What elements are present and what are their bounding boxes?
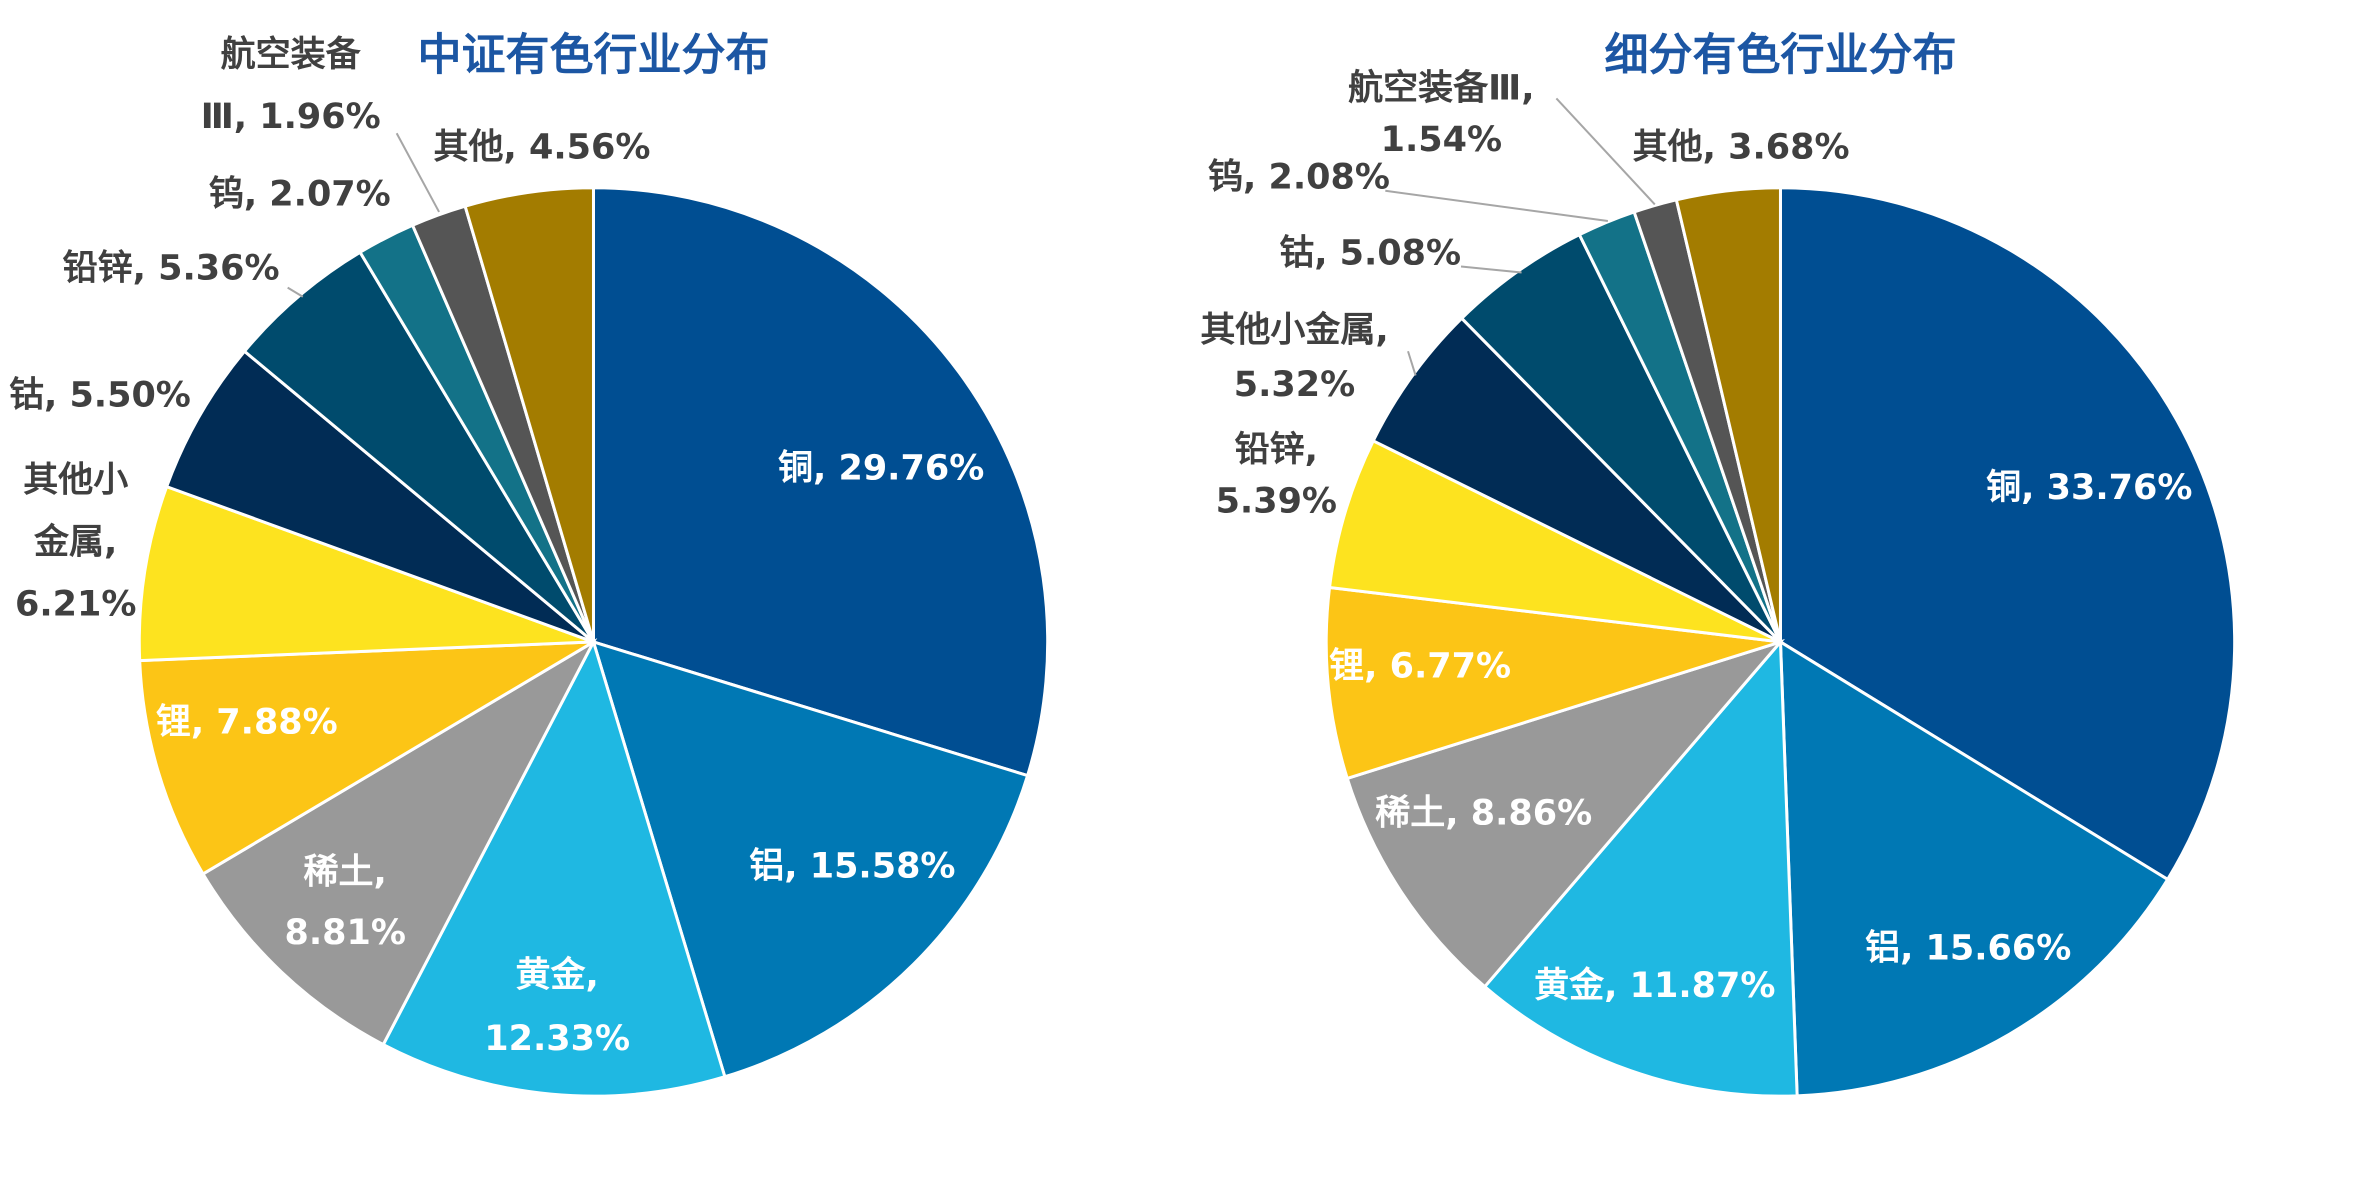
pie-slice <box>1778 186 2237 882</box>
data-label: 其他, 3.68% <box>1633 127 1850 167</box>
data-label: 锂, 7.88% <box>156 703 338 743</box>
leader-line <box>1407 350 1417 376</box>
data-label: 8.81% <box>284 913 405 953</box>
data-label: 铝, 15.66% <box>1865 928 2071 968</box>
data-label: 铅锌, <box>1235 430 1318 470</box>
data-label: 12.33% <box>484 1019 630 1059</box>
pie-slice <box>591 186 1050 778</box>
leader-line <box>1460 265 1522 274</box>
leader-line <box>395 132 440 213</box>
pie-slice <box>1674 186 1782 643</box>
data-label: 金属, <box>33 522 117 563</box>
data-label: 稀土, 8.86% <box>1375 794 1592 834</box>
data-label: 稀土, <box>304 853 387 893</box>
data-label: 其他小金属, <box>1200 310 1388 351</box>
pie-slice <box>242 250 595 644</box>
data-label: 钨, 2.08% <box>1208 158 1390 198</box>
pie-slice <box>164 349 595 644</box>
pie-slice <box>1327 438 1782 644</box>
data-label: 钨, 2.07% <box>209 174 391 214</box>
pie-slice <box>1324 585 1781 781</box>
pie-slice <box>1778 639 2170 1098</box>
data-label: 航空装备 <box>221 34 362 75</box>
data-label: Ⅲ, 1.96% <box>201 97 381 137</box>
data-label: 铜, 33.76% <box>1986 468 2192 508</box>
leader-line <box>1385 189 1609 223</box>
pie-slice <box>381 637 727 1098</box>
data-label: 其他, 4.56% <box>434 127 651 167</box>
pie-slice <box>463 186 595 643</box>
pie-slice <box>138 640 595 877</box>
pie-slice <box>200 637 598 1047</box>
data-label: 锂, 6.77% <box>1329 647 1511 687</box>
chart-title: 细分有色行业分布 <box>1604 30 1956 81</box>
data-label: 黄金, 11.87% <box>1534 965 1775 1006</box>
data-label: 6.21% <box>15 585 136 625</box>
chart-title: 中证有色行业分布 <box>417 30 769 81</box>
pie-slice <box>137 484 595 663</box>
data-label: 5.39% <box>1216 482 1337 522</box>
pie-slice <box>591 639 1030 1079</box>
data-label: 钴, 5.50% <box>9 376 191 416</box>
data-label: 铜, 29.76% <box>778 448 984 488</box>
data-label: 黄金, <box>516 955 599 996</box>
leader-line <box>1555 97 1656 206</box>
data-label: 航空装备Ⅲ, <box>1348 67 1534 108</box>
pie-slice <box>1345 638 1786 989</box>
data-label: 铝, 15.58% <box>749 847 955 887</box>
data-label: 1.54% <box>1381 120 1502 160</box>
data-label: 5.32% <box>1234 365 1355 405</box>
leader-line <box>287 286 304 298</box>
data-label: 钴, 5.08% <box>1279 233 1461 273</box>
pie-slice <box>1482 638 1799 1098</box>
data-label: 铅锌, 5.36% <box>63 248 280 288</box>
data-label: 其他小 <box>23 460 128 500</box>
pie-slice <box>1371 316 1782 644</box>
